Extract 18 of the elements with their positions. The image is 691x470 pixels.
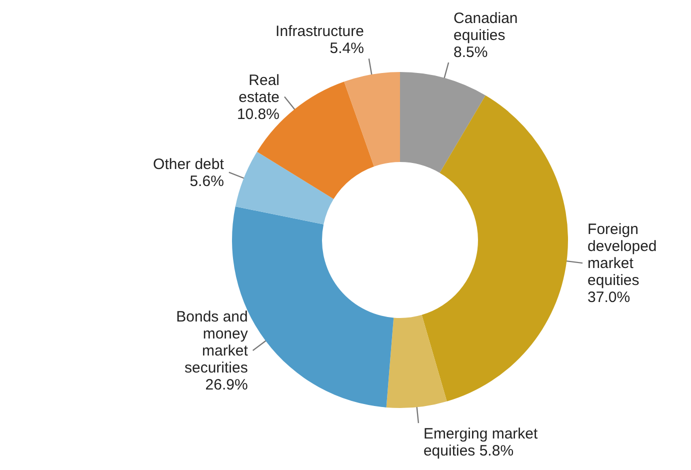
donut-slice — [386, 314, 447, 408]
slice-label: Bonds and money market securities — [176, 308, 249, 376]
slice-label: Emerging market equities 5.8% — [423, 426, 539, 460]
slice-label: Real estate — [238, 72, 280, 106]
donut-slice — [235, 152, 334, 224]
donut-slice — [344, 72, 400, 166]
donut-slice — [400, 72, 486, 173]
data-label: 26.9% — [205, 376, 248, 394]
slice-label: Infrastructure — [276, 23, 364, 40]
data-label: 37.0% — [588, 289, 630, 306]
donut-slice — [422, 95, 568, 402]
data-label: 10.8% — [236, 106, 280, 123]
data-label: 5.4% — [330, 40, 364, 58]
slice-label: Other debt — [153, 156, 225, 173]
slice-label: Foreign developed market equities — [588, 221, 657, 290]
data-label: 5.6% — [190, 172, 224, 190]
data-label: 8.5% — [454, 44, 488, 62]
slice-label: Canadian equities — [454, 10, 518, 44]
